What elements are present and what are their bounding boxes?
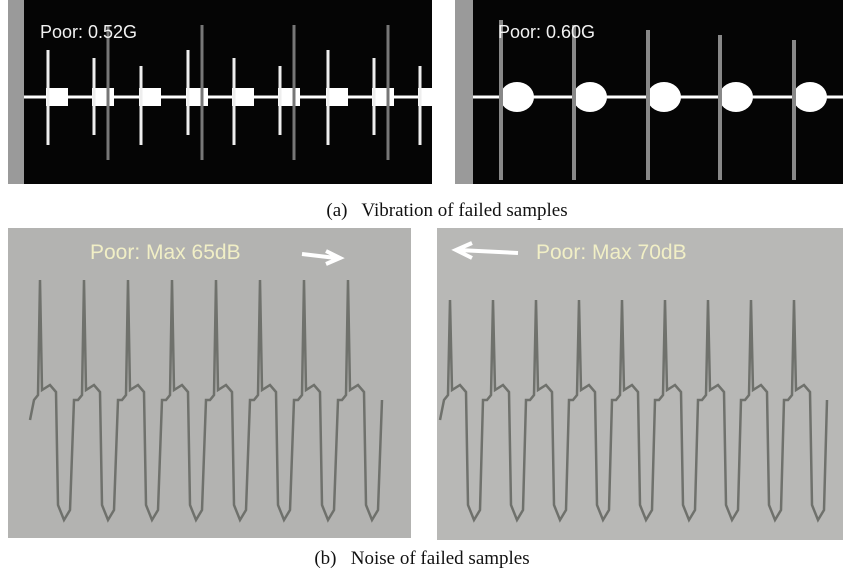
vibration-wave	[24, 25, 440, 160]
arrow	[301, 249, 345, 266]
burst	[46, 88, 68, 106]
burst	[500, 82, 534, 112]
burst	[232, 88, 254, 106]
axis-strip	[8, 0, 24, 184]
noise-panel	[8, 228, 411, 538]
noise-wave	[438, 299, 829, 523]
burst	[326, 88, 348, 106]
axis-strip	[455, 0, 473, 184]
arrow	[451, 241, 519, 260]
burst	[139, 88, 161, 106]
noise-trace	[28, 279, 384, 523]
burst	[418, 88, 440, 106]
caption: (a) Vibration of failed samples	[326, 200, 567, 221]
vibration-wave	[473, 20, 843, 180]
panel-label: Poor: Max 65dB	[90, 241, 241, 264]
burst	[573, 82, 607, 112]
vibration-panel	[8, 0, 432, 184]
noise-wave	[28, 279, 384, 523]
panel-label: Poor: 0.60G	[498, 22, 595, 42]
burst	[719, 82, 753, 112]
caption: (b) Noise of failed samples	[314, 548, 529, 569]
panel-label: Poor: Max 70dB	[536, 241, 687, 264]
burst	[793, 82, 827, 112]
noise-trace	[438, 299, 829, 523]
burst	[647, 82, 681, 112]
panel-label: Poor: 0.52G	[40, 22, 137, 42]
